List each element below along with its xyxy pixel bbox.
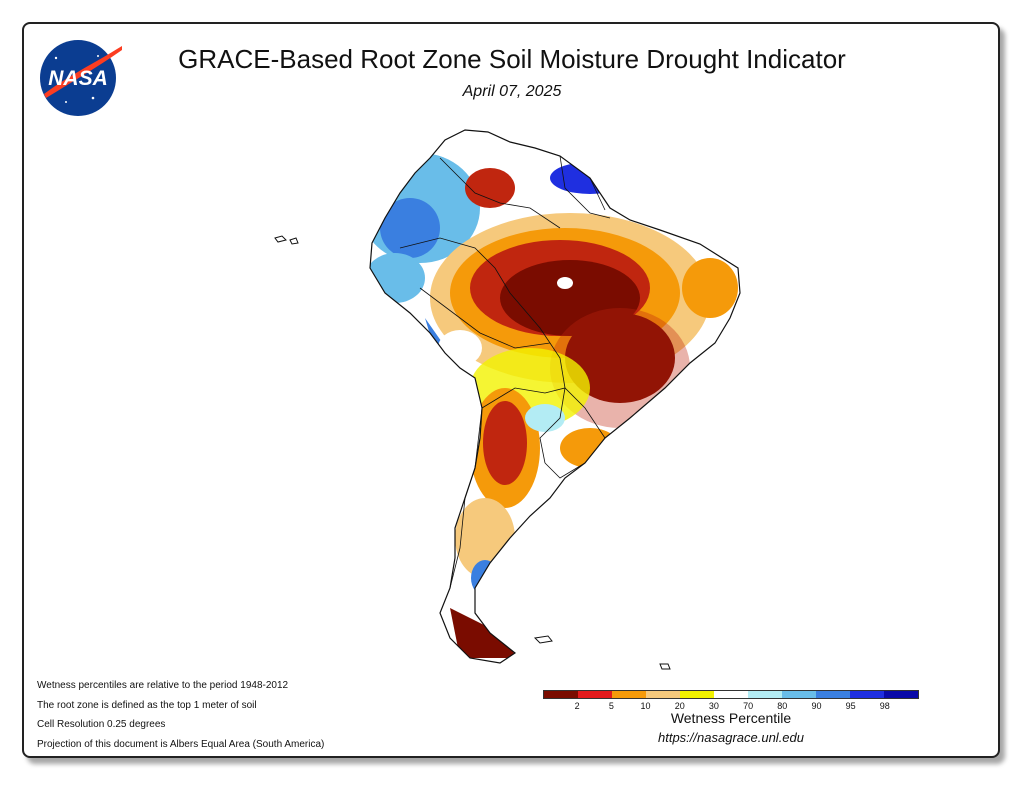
legend-tick-label: 90: [811, 701, 822, 711]
legend-tick-label: 95: [845, 701, 856, 711]
note-percentile-period: Wetness percentiles are relative to the …: [37, 680, 289, 691]
note-root-zone: The root zone is defined as the top 1 me…: [37, 699, 257, 711]
legend-ticks: 2 5 10 20 30 70 80 90 95 98: [543, 701, 919, 713]
page-title: GRACE-Based Root Zone Soil Moisture Drou…: [178, 44, 846, 74]
legend-tick-label: 70: [743, 701, 754, 711]
legend-title: Wetness Percentile: [670, 710, 792, 726]
legend-tick-label: 20: [674, 701, 685, 711]
islands: [274, 235, 671, 670]
legend-swatch: [714, 691, 748, 698]
legend-color-bar: [543, 690, 919, 699]
legend-tick-label: 80: [777, 701, 788, 711]
legend-swatch: [544, 691, 578, 698]
legend-swatch: [612, 691, 646, 698]
legend-tick-label: 2: [574, 701, 580, 711]
legend-swatch: [646, 691, 680, 698]
note-resolution: Cell Resolution 0.25 degrees: [37, 719, 166, 730]
legend-swatch: [884, 691, 918, 698]
note-projection: Projection of this document is Albers Eq…: [37, 738, 325, 750]
legend-swatch: [748, 691, 782, 698]
legend-swatch: [680, 691, 714, 698]
south-america-map: [274, 129, 741, 670]
legend-swatch: [782, 691, 816, 698]
dry-region-tierra-del-fuego: [450, 608, 515, 658]
legend-swatch: [816, 691, 850, 698]
nasa-logo: NASA: [40, 40, 122, 116]
legend-swatch: [850, 691, 884, 698]
map-notes: Wetness percentiles are relative to the …: [37, 676, 324, 754]
legend-tick-label: 98: [879, 701, 890, 711]
legend-swatch: [578, 691, 612, 698]
legend-tick-label: 5: [608, 701, 614, 711]
map-date: April 07, 2025: [462, 83, 562, 100]
nasa-logo-text: NASA: [48, 67, 108, 90]
legend-tick-label: 30: [708, 701, 719, 711]
country-borders: [399, 155, 611, 589]
legend-tick-label: 10: [640, 701, 651, 711]
source-url: https://nasagrace.unl.edu: [658, 730, 804, 745]
